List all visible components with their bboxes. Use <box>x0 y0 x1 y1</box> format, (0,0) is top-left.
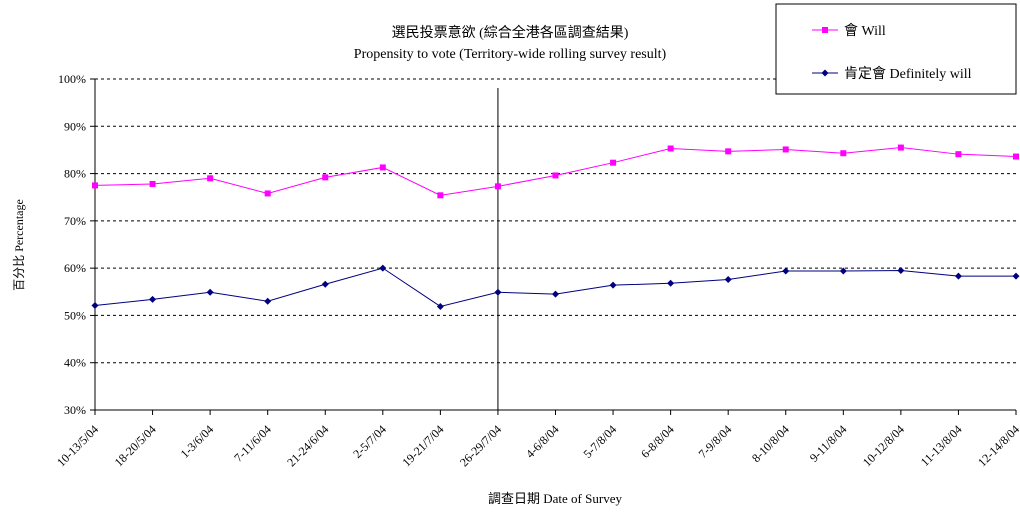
series-1 <box>91 264 1020 310</box>
data-point <box>897 144 904 151</box>
data-point <box>897 267 905 275</box>
x-axis-label: 調查日期 Date of Survey <box>488 491 622 506</box>
data-point <box>954 272 962 280</box>
data-point <box>321 280 329 288</box>
data-point <box>724 275 732 283</box>
x-tick-label: 1-3/6/04 <box>178 422 217 461</box>
legend: 會 Will 肯定會 Definitely will <box>775 3 1017 95</box>
y-tick-label: 60% <box>64 261 86 275</box>
x-tick-label: 19-21/7/04 <box>399 422 446 469</box>
y-tick-label: 40% <box>64 356 86 370</box>
legend-marker-will <box>822 27 828 33</box>
y-tick-label: 100% <box>58 72 86 86</box>
x-axis: 10-13/5/04 18-20/5/04 1-3/6/04 7-11/6/04 21-… <box>54 409 1020 469</box>
y-tick-label: 30% <box>64 403 86 417</box>
y-tick-label: 80% <box>64 167 86 181</box>
data-point <box>91 301 99 309</box>
grid-lines <box>95 78 1016 364</box>
data-point <box>494 183 501 190</box>
series-0 <box>92 144 1019 199</box>
x-tick-label: 10-12/8/04 <box>860 422 907 469</box>
x-tick-label: 10-13/5/04 <box>54 422 101 469</box>
data-point <box>322 174 329 181</box>
data-point <box>149 180 156 187</box>
x-tick-label: 11-13/8/04 <box>918 422 965 469</box>
x-tick-label: 8-10/8/04 <box>749 422 792 465</box>
data-point <box>552 290 559 298</box>
data-point <box>264 190 271 197</box>
series-line-0 <box>94 147 1017 196</box>
x-tick-label: 18-20/5/04 <box>112 422 159 469</box>
data-point <box>436 302 444 310</box>
data-point <box>782 267 790 275</box>
data-point <box>149 295 157 303</box>
x-tick-label: 9-11/8/04 <box>807 422 850 465</box>
data-point <box>610 159 617 166</box>
x-tick-label: 12-14/8/04 <box>975 422 1020 469</box>
data-point <box>1012 272 1020 280</box>
y-tick-label: 70% <box>64 214 86 228</box>
x-tick-label: 5-7/8/04 <box>581 422 620 461</box>
legend-label-definitely-will: 肯定會 Definitely will <box>844 66 972 82</box>
legend-label-will: 會 Will <box>844 23 886 39</box>
x-tick-label: 26-29/7/04 <box>457 422 504 469</box>
chart-title: 選民投票意欲 (綜合全港各區調查結果) <box>392 24 629 41</box>
data-point <box>782 146 789 153</box>
x-tick-label: 21-24/6/04 <box>284 422 331 469</box>
data-point <box>609 281 617 289</box>
x-tick-label: 4-6/8/04 <box>523 422 562 461</box>
series-line-1 <box>94 267 1016 307</box>
y-tick-label: 50% <box>64 308 86 322</box>
y-axis: 30% 40% 50% 60% 70% 80% 90% 100% <box>58 72 96 417</box>
data-point <box>725 148 732 155</box>
y-tick-label: 90% <box>64 119 86 133</box>
data-point <box>92 182 98 189</box>
data-point <box>494 288 502 296</box>
data-point <box>955 151 962 158</box>
x-tick-label: 7-11/6/04 <box>231 422 274 465</box>
data-point <box>264 297 272 305</box>
y-axis-label: 百分比 Percentage <box>12 199 26 291</box>
series <box>91 144 1020 310</box>
data-point <box>840 150 847 157</box>
data-point <box>207 175 214 182</box>
data-point <box>1013 153 1019 160</box>
legend-marker-definitely-will <box>821 69 829 77</box>
data-point <box>379 264 387 272</box>
x-tick-label: 2-5/7/04 <box>350 422 389 461</box>
data-point <box>667 279 675 287</box>
data-point <box>437 192 444 199</box>
data-point <box>667 145 674 152</box>
data-point <box>839 267 847 275</box>
legend-box <box>775 3 1017 95</box>
data-point <box>552 172 559 179</box>
x-tick-label: 7-9/8/04 <box>696 422 735 461</box>
data-point <box>206 288 214 296</box>
chart-subtitle: Propensity to vote (Territory-wide rolli… <box>354 47 667 62</box>
data-point <box>379 164 386 171</box>
x-tick-label: 6-8/8/04 <box>638 422 677 461</box>
